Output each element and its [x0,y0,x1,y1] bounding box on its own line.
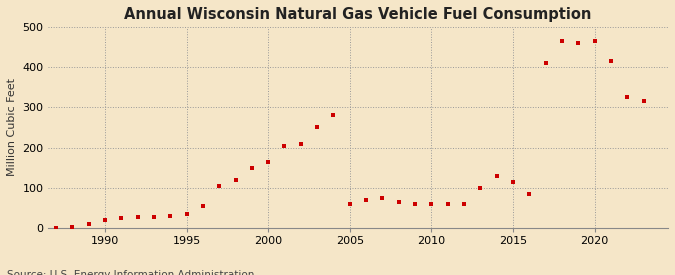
Point [622,95,632,100]
Point [328,113,339,118]
Point [638,99,649,104]
Point [605,59,616,64]
Point [246,165,257,170]
Point [148,215,159,219]
Point [508,179,518,184]
Point [426,202,437,206]
Point [377,196,388,200]
Point [410,202,421,206]
Point [263,160,273,164]
Point [99,218,110,222]
Point [475,185,486,190]
Point [67,225,78,229]
Point [132,215,143,219]
Point [312,125,323,130]
Text: Source: U.S. Energy Information Administration: Source: U.S. Energy Information Administ… [7,271,254,275]
Point [442,202,453,206]
Point [214,183,225,188]
Point [198,204,209,208]
Point [491,174,502,178]
Point [524,191,535,196]
Point [360,197,371,202]
Point [83,222,94,226]
Point [394,199,404,204]
Point [540,61,551,65]
Point [344,202,355,206]
Point [51,226,61,230]
Y-axis label: Million Cubic Feet: Million Cubic Feet [7,78,17,177]
Point [181,211,192,216]
Point [165,213,176,218]
Point [116,216,127,220]
Point [458,202,469,206]
Point [573,41,584,46]
Point [296,141,306,146]
Point [279,143,290,148]
Point [230,177,241,182]
Point [589,39,600,43]
Title: Annual Wisconsin Natural Gas Vehicle Fuel Consumption: Annual Wisconsin Natural Gas Vehicle Fue… [124,7,591,22]
Point [557,39,568,43]
